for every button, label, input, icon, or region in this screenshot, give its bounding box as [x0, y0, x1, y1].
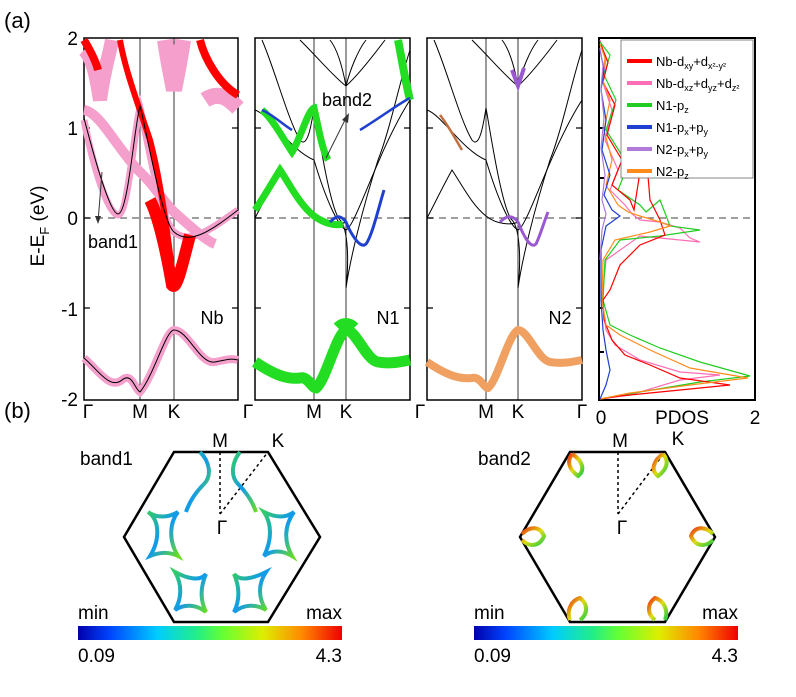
legend-entry-n1-pz: N1-pz	[656, 98, 689, 115]
band-panel-n1: N1 band2	[251, 37, 414, 401]
panel-title: N1	[376, 308, 399, 328]
x-tick-label: K	[168, 402, 181, 423]
annotation-arrow	[325, 117, 347, 159]
high-symmetry-label: M	[212, 431, 228, 452]
band1-annotation: band1	[88, 232, 138, 252]
x-tick-label: M	[132, 402, 148, 423]
panel-title: N2	[548, 308, 571, 328]
x-tick-label: Γ	[577, 402, 587, 423]
x-tick-label: Γ	[415, 402, 425, 423]
fermi-contour	[184, 450, 211, 513]
colorbar-max-value: 4.3	[316, 646, 342, 667]
colorbar-max-label: max	[702, 603, 738, 624]
fermi-surface-band2: M K Γ band2	[478, 429, 717, 624]
y-tick-label: -2	[61, 390, 78, 411]
fermi-contour	[647, 595, 669, 622]
band-line	[83, 329, 239, 393]
pdos-curve-pink	[599, 39, 721, 400]
pdos-x-tick: 0	[596, 408, 607, 429]
high-symmetry-label: M	[612, 431, 628, 452]
fat-band-green	[251, 324, 412, 394]
fermi-contour	[651, 452, 669, 479]
fat-band-pink	[157, 38, 191, 92]
band-line	[426, 169, 519, 225]
fat-band-green	[259, 103, 332, 162]
pdos-curve-blue	[599, 49, 622, 400]
colorbar-min-value: 0.09	[78, 646, 115, 667]
fat-band-purple	[510, 67, 526, 92]
y-tick-label: 2	[67, 29, 78, 50]
fat-band-orange	[424, 325, 583, 393]
colorbar-min-label: min	[78, 603, 109, 624]
fermi-contour	[566, 595, 588, 622]
high-symmetry-label: Γ	[617, 518, 627, 539]
fermi-contour	[520, 526, 547, 547]
pdos-panel: Nb-dxy+dx²-y² Nb-dxz+dyz+dz² N1-pz N1-px…	[598, 37, 756, 401]
pdos-x-label: PDOS	[655, 408, 709, 429]
high-symmetry-label: Γ	[217, 518, 227, 539]
fat-band-green	[252, 163, 344, 229]
band-line	[329, 39, 367, 87]
panel-title: Nb	[200, 308, 223, 328]
high-symmetry-label: K	[272, 431, 285, 452]
colorbar-min-label: min	[474, 603, 505, 624]
y-tick-label: 0	[67, 209, 78, 230]
legend-entry-n1-pxpy: N1-px+py	[656, 120, 709, 137]
colorbar-max-value: 4.3	[712, 646, 738, 667]
fermi-contour	[232, 566, 272, 614]
path-gamma-k	[219, 451, 269, 515]
fat-band-red	[144, 197, 196, 292]
fat-band-green	[333, 318, 359, 337]
fat-band-blue	[261, 96, 411, 132]
legend-entry-n2-pxpy: N2-px+py	[656, 142, 709, 159]
legend-entry-n2-pz: N2-pz	[656, 164, 689, 181]
x-tick-label: Γ	[83, 402, 93, 423]
path-gamma-k	[617, 451, 666, 515]
x-tick-label: M	[306, 402, 322, 423]
pdos-legend: Nb-dxy+dx²-y² Nb-dxz+dyz+dz² N1-pz N1-px…	[620, 39, 754, 181]
fermi-contour	[169, 566, 208, 614]
fermi-contour	[231, 450, 258, 513]
legend-entry-nb-dxy: Nb-dxy+dx²-y²	[656, 54, 726, 71]
x-tick-label: K	[340, 402, 353, 423]
fat-band-purple	[498, 211, 550, 247]
band-line	[433, 39, 583, 289]
band2-annotation: band2	[322, 90, 372, 110]
fermi-contour	[688, 526, 715, 547]
brillouin-zone	[518, 450, 717, 624]
band-panel-n2: N2	[424, 37, 583, 401]
x-tick-label: K	[512, 402, 525, 423]
fat-band-blue	[328, 189, 386, 247]
pdos-curve-purple	[599, 47, 607, 261]
y-axis-label: E-EF (eV)	[28, 186, 52, 267]
pdos-curve-green	[599, 41, 751, 400]
colorbar-max-label: max	[306, 603, 342, 624]
x-tick-label: M	[478, 402, 494, 423]
fermi-surface-band1: M K Γ band1	[80, 431, 322, 624]
fat-band-green	[394, 39, 414, 101]
y-tick-label: 1	[67, 119, 78, 140]
fat-band-red	[80, 37, 241, 99]
x-tick-label: Γ	[243, 402, 253, 423]
band-line	[83, 104, 239, 238]
fat-band-orange	[439, 114, 464, 151]
band2-label: band2	[478, 449, 531, 470]
panel-a-label: (a)	[4, 8, 31, 33]
colorbar-min-value: 0.09	[474, 646, 511, 667]
fermi-contour	[145, 510, 184, 561]
colorbar-band1: min max 0.09 4.3	[78, 603, 342, 667]
fat-band-pink	[200, 87, 244, 114]
pdos-x-tick: 2	[750, 408, 761, 429]
legend-entry-nb-dxz: Nb-dxz+dyz+dz²	[656, 76, 739, 93]
colorbar-band2: min max 0.09 4.3	[474, 603, 738, 667]
fermi-contour	[567, 452, 585, 479]
fermi-contour	[258, 506, 298, 562]
band1-label: band1	[80, 449, 133, 470]
band-panel-nb: Nb band1	[78, 37, 244, 401]
panel-b-label: (b)	[4, 398, 31, 423]
high-symmetry-label: K	[672, 429, 685, 450]
annotation-arrow	[97, 171, 103, 223]
y-tick-label: -1	[61, 300, 78, 321]
